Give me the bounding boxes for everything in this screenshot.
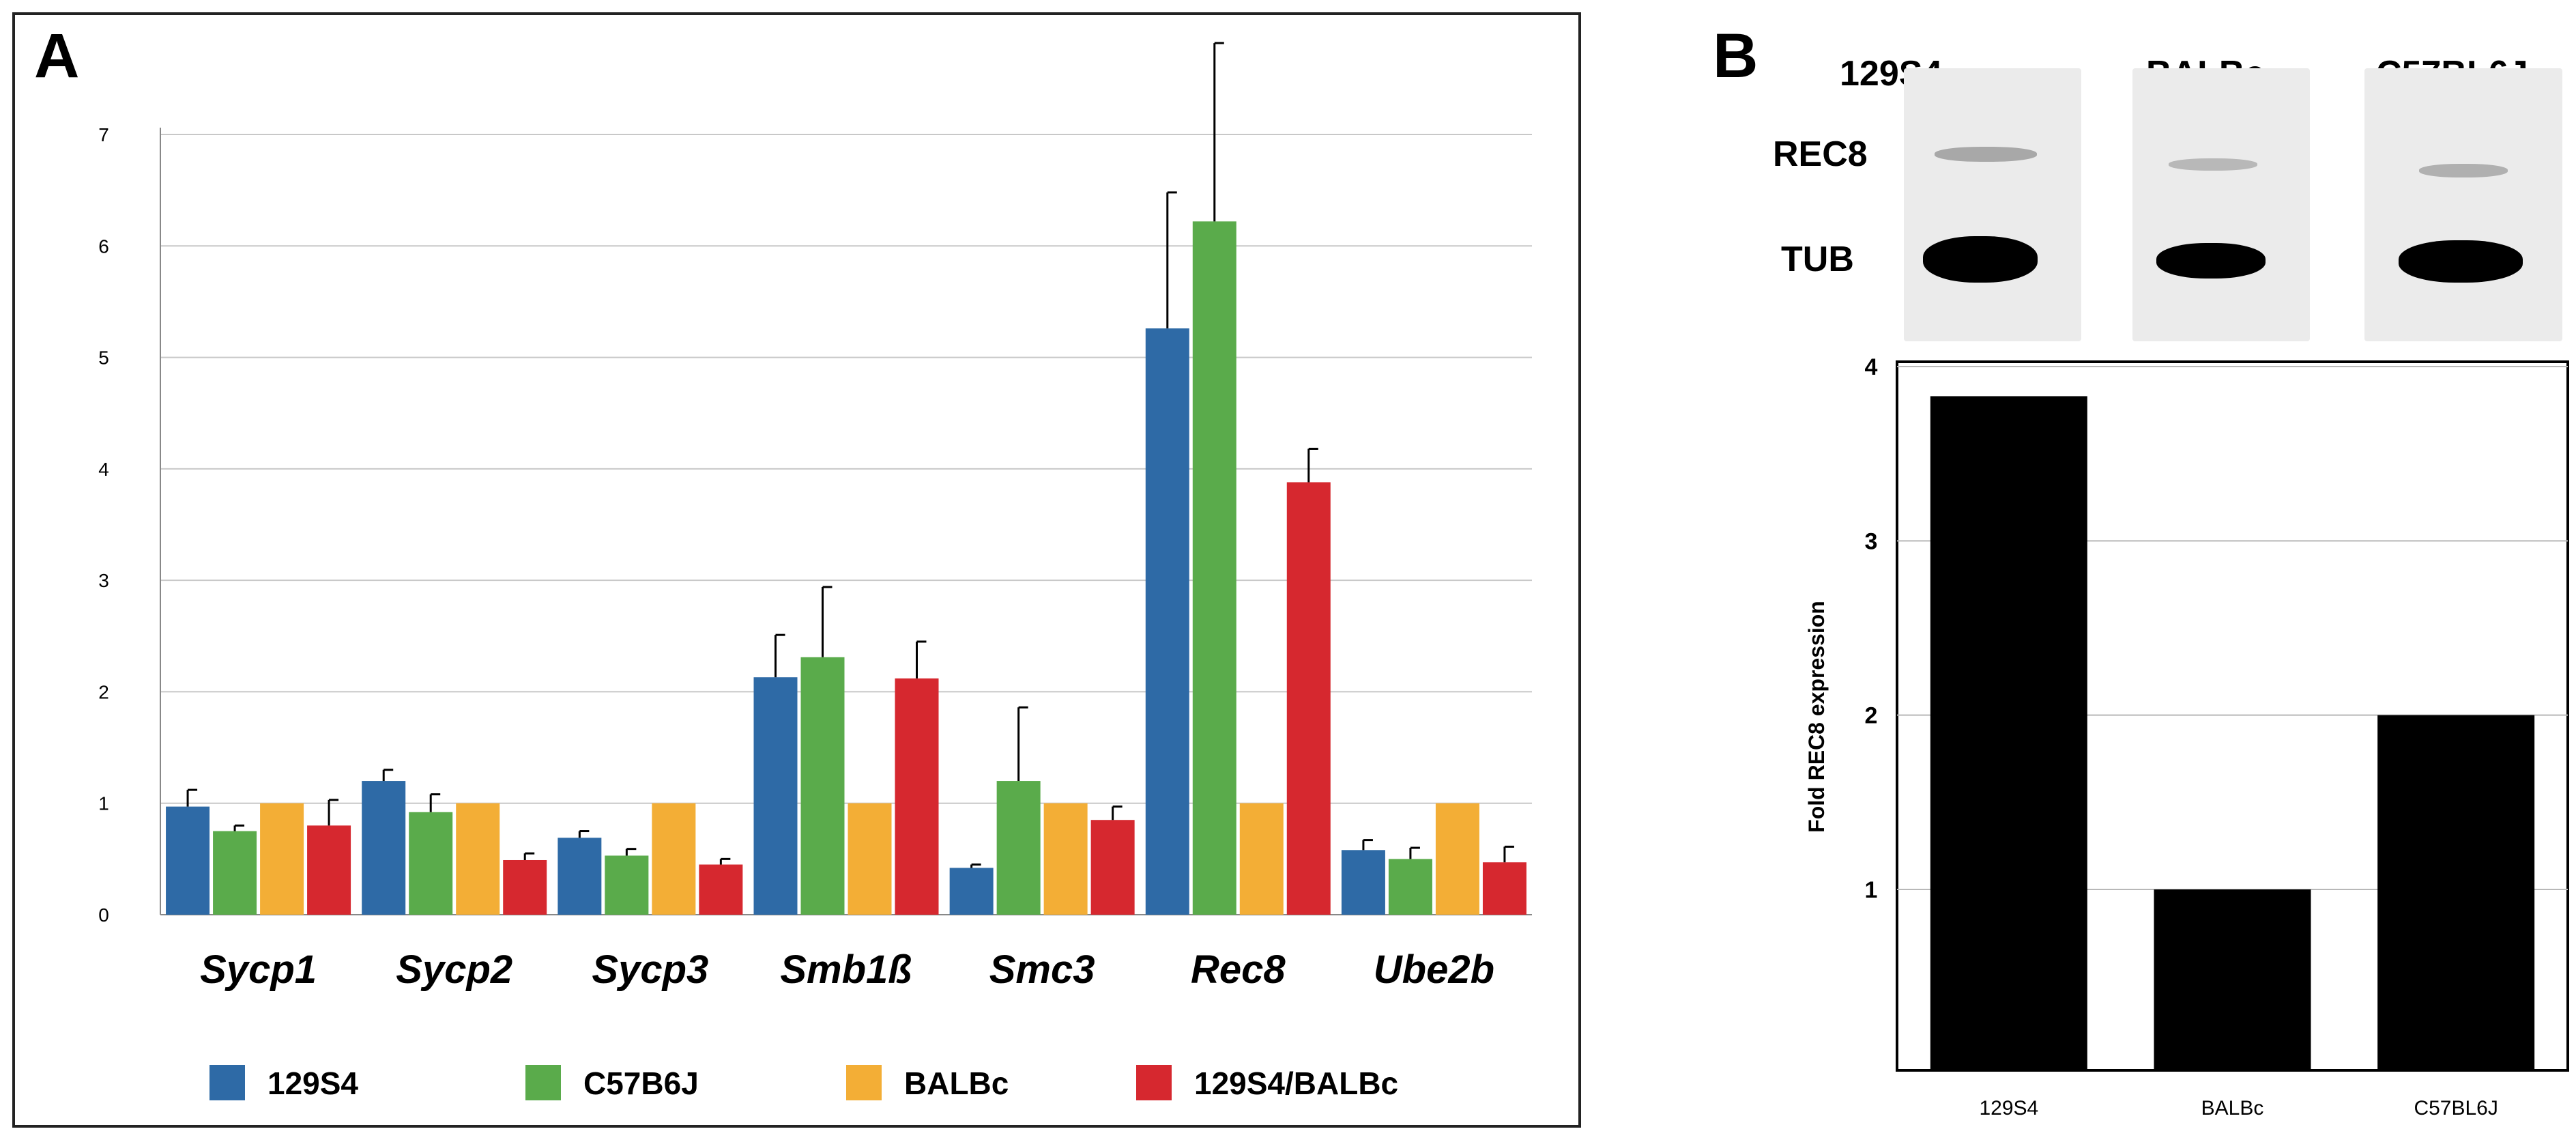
x-tick-label: C57BL6J	[2414, 1097, 2498, 1119]
bar	[652, 803, 696, 915]
bar	[848, 803, 892, 915]
rec8-band	[2169, 158, 2257, 171]
tub-band	[1923, 236, 2038, 283]
bar	[362, 781, 406, 915]
x-tick-label: 129S4	[1979, 1097, 2038, 1119]
bar	[409, 812, 453, 915]
y-tick-label: 3	[1865, 528, 1878, 554]
x-tick-label: Ube2b	[1374, 947, 1494, 992]
legend-swatch	[846, 1065, 882, 1100]
bar	[1043, 803, 1088, 915]
legend-label: 129S4/BALBc	[1194, 1066, 1398, 1101]
legend-label: C57B6J	[583, 1066, 699, 1101]
x-tick-label: Smc3	[989, 947, 1095, 992]
bar	[2154, 889, 2311, 1070]
x-tick-label: Rec8	[1191, 947, 1286, 992]
x-tick-label: Sycp3	[592, 947, 708, 992]
blot-lane-129s4	[1904, 68, 2081, 341]
bar	[1192, 221, 1236, 915]
y-tick-label: 6	[98, 235, 109, 257]
blot-protein-label: REC8	[1773, 134, 1868, 174]
bar	[753, 677, 798, 915]
y-tick-label: 1	[1865, 877, 1878, 903]
x-tick-label: Smb1ß	[780, 947, 912, 992]
bar	[1482, 862, 1526, 915]
bar	[1435, 803, 1479, 915]
panel-a-letter: A	[34, 21, 80, 91]
bar	[996, 781, 1041, 915]
y-tick-label: 7	[98, 124, 109, 145]
bar	[166, 806, 210, 915]
legend-label: BALBc	[904, 1066, 1009, 1101]
bar	[800, 657, 845, 915]
bar	[1388, 859, 1432, 915]
bar	[1239, 803, 1284, 915]
y-tick-label: 1	[98, 793, 109, 814]
bar	[949, 868, 994, 915]
bar	[1341, 850, 1385, 915]
blot-protein-label: TUB	[1781, 240, 1854, 279]
tub-band	[2399, 240, 2523, 283]
legend-swatch	[1136, 1065, 1172, 1100]
x-tick-label: Sycp2	[396, 947, 512, 992]
chart-a-frame	[12, 12, 1581, 1128]
y-tick-label: 0	[98, 904, 109, 926]
y-tick-label: 5	[98, 347, 109, 369]
bar	[699, 864, 743, 915]
legend-label: 129S4	[267, 1066, 358, 1101]
y-tick-label: 2	[1865, 703, 1878, 729]
blot-lane-c57bl6j	[2364, 68, 2562, 341]
bar	[2377, 715, 2535, 1070]
bar	[1930, 396, 2087, 1070]
y-tick-label: 2	[98, 681, 109, 702]
bar	[1090, 820, 1135, 915]
bar	[503, 859, 547, 915]
bar	[213, 831, 257, 915]
chart-a: 0 1 2 3 4 5 6 7 Sycp1 Sycp2 Sycp3 Smb1ß Smc3 Rec8 Ube2…	[12, 12, 1581, 1128]
x-tick-label: Sycp1	[200, 947, 317, 992]
bar	[456, 803, 500, 915]
y-axis-label: Fold REC8 expression	[1804, 601, 1829, 833]
rec8-band	[2419, 164, 2508, 177]
legend-swatch	[525, 1065, 561, 1100]
blot-lane-balbc	[2132, 68, 2310, 341]
tub-band	[2156, 243, 2266, 279]
y-tick-label: 4	[98, 459, 109, 480]
legend-swatch	[209, 1065, 245, 1100]
bar	[605, 855, 649, 915]
bar	[1145, 328, 1189, 915]
bar	[1286, 482, 1331, 915]
bar	[307, 825, 351, 915]
bar	[558, 838, 602, 915]
panel-b-letter: B	[1713, 21, 1759, 91]
x-tick-label: BALBc	[2201, 1097, 2264, 1119]
y-tick-label: 3	[98, 570, 109, 591]
rec8-band	[1935, 147, 2037, 162]
bar	[260, 803, 304, 915]
y-tick-label: 4	[1865, 354, 1878, 380]
bar	[895, 678, 939, 915]
